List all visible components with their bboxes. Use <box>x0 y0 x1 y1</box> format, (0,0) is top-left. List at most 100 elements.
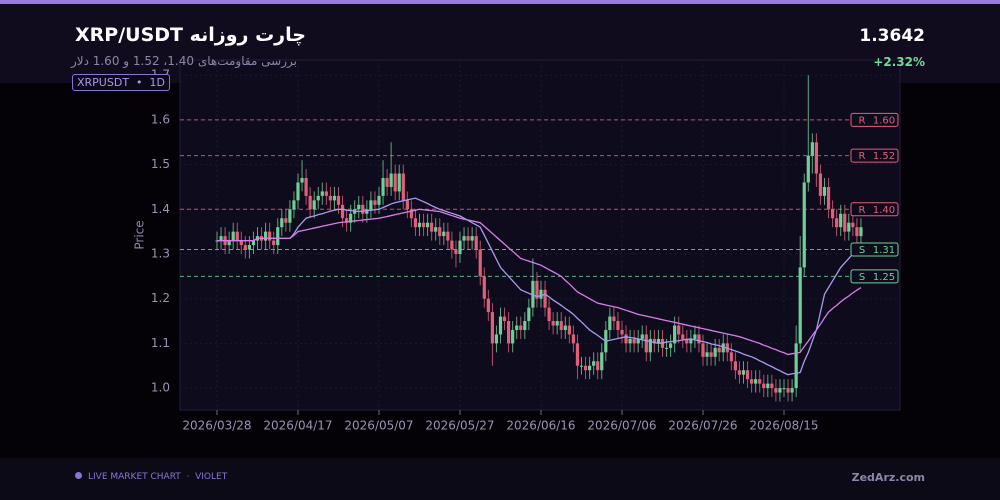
candle-body <box>361 204 365 214</box>
level-label-box <box>850 202 899 217</box>
candle-body <box>701 343 705 357</box>
candle-body <box>523 321 527 330</box>
candle-body <box>373 200 377 205</box>
candle-body <box>340 204 345 219</box>
candle-body <box>567 325 571 335</box>
candle-body <box>393 173 397 192</box>
candle-body <box>616 321 620 330</box>
candle-body <box>336 195 341 205</box>
candle-body <box>421 222 426 228</box>
candle-body <box>741 370 746 375</box>
footer-brand: ZedArz.com <box>851 471 925 484</box>
candle-body <box>822 186 827 196</box>
candle-body <box>547 307 551 322</box>
candle-body <box>430 222 434 232</box>
candle-body <box>579 365 584 367</box>
level-kind: R <box>859 115 866 126</box>
candle-body <box>762 383 766 389</box>
candle-body <box>644 334 648 353</box>
candle-body <box>235 231 239 241</box>
candle-body <box>543 289 547 308</box>
candle-body <box>450 240 454 250</box>
candle-body <box>426 222 430 228</box>
candle-body <box>345 218 349 223</box>
candle-body <box>466 236 470 241</box>
candle-body <box>608 316 612 330</box>
candle-body <box>268 231 272 241</box>
candle-body <box>758 379 762 384</box>
candle-body <box>434 227 438 232</box>
candle-body <box>349 213 353 223</box>
candle-body <box>381 178 385 196</box>
candle-body <box>284 218 288 223</box>
candle-body <box>843 213 847 232</box>
candle-body <box>814 142 818 174</box>
candle-body <box>794 343 798 389</box>
candle-body <box>551 321 555 326</box>
candle-body <box>628 338 632 344</box>
candle-body <box>778 388 782 393</box>
candle-body <box>470 236 474 241</box>
candle-body <box>563 325 567 330</box>
candle-body <box>482 276 486 299</box>
candle-body <box>766 383 770 389</box>
candle-body <box>555 321 559 326</box>
x-tick-label: 2026/05/27 <box>425 419 494 433</box>
candle-body <box>507 321 511 344</box>
candle-body <box>689 338 693 344</box>
candle-body <box>737 370 742 375</box>
candle-body <box>478 249 482 277</box>
candle-body <box>612 316 616 322</box>
candle-body <box>312 200 316 210</box>
candle-body <box>632 338 636 344</box>
candle-body <box>442 231 446 237</box>
candle-body <box>750 379 754 384</box>
candle-body <box>515 325 519 330</box>
candle-body <box>494 334 499 344</box>
y-tick-label: 1.5 <box>151 157 170 171</box>
candle-body <box>272 240 276 246</box>
live-dot <box>75 472 82 479</box>
level-value: 1.52 <box>873 151 895 162</box>
x-tick-label: 2026/05/07 <box>344 419 413 433</box>
y-tick-label: 1.4 <box>151 202 170 216</box>
candle-body <box>300 178 304 183</box>
plot-area <box>179 59 901 411</box>
candle-body <box>308 195 312 210</box>
candle-body <box>806 155 810 183</box>
candle-body <box>596 361 600 371</box>
candle-body <box>588 365 592 371</box>
candle-body <box>583 365 588 371</box>
candle-body <box>328 195 332 201</box>
candle-body <box>502 316 507 322</box>
candle-body <box>231 231 235 241</box>
y-tick-label: 1.2 <box>151 291 170 305</box>
y-tick-label: 1.6 <box>151 112 170 126</box>
candle-body <box>527 307 531 322</box>
level-kind: R <box>859 151 866 162</box>
candle-body <box>575 343 580 366</box>
candle-body <box>316 195 320 201</box>
level-label-box <box>850 112 899 127</box>
candle-body <box>369 200 373 210</box>
candle-body <box>782 388 786 390</box>
candle-body <box>405 200 409 210</box>
last-price: 1.3642 <box>859 26 925 46</box>
candle-body <box>264 231 268 241</box>
candle-body <box>438 227 442 237</box>
candle-body <box>519 325 523 330</box>
candle-body <box>397 173 401 192</box>
candle-body <box>786 388 790 393</box>
level-value: 1.60 <box>873 115 895 126</box>
candle-body <box>770 383 774 389</box>
candle-body <box>462 236 466 241</box>
candle-body <box>839 213 843 228</box>
candle-body <box>810 142 814 156</box>
candle-body <box>292 200 296 210</box>
candle-body <box>859 227 863 237</box>
footer-left: LIVE MARKET CHART · VIOLET <box>75 472 227 482</box>
candle-body <box>365 209 369 214</box>
price-change: +2.32% <box>873 55 925 69</box>
candle-body <box>280 218 284 228</box>
